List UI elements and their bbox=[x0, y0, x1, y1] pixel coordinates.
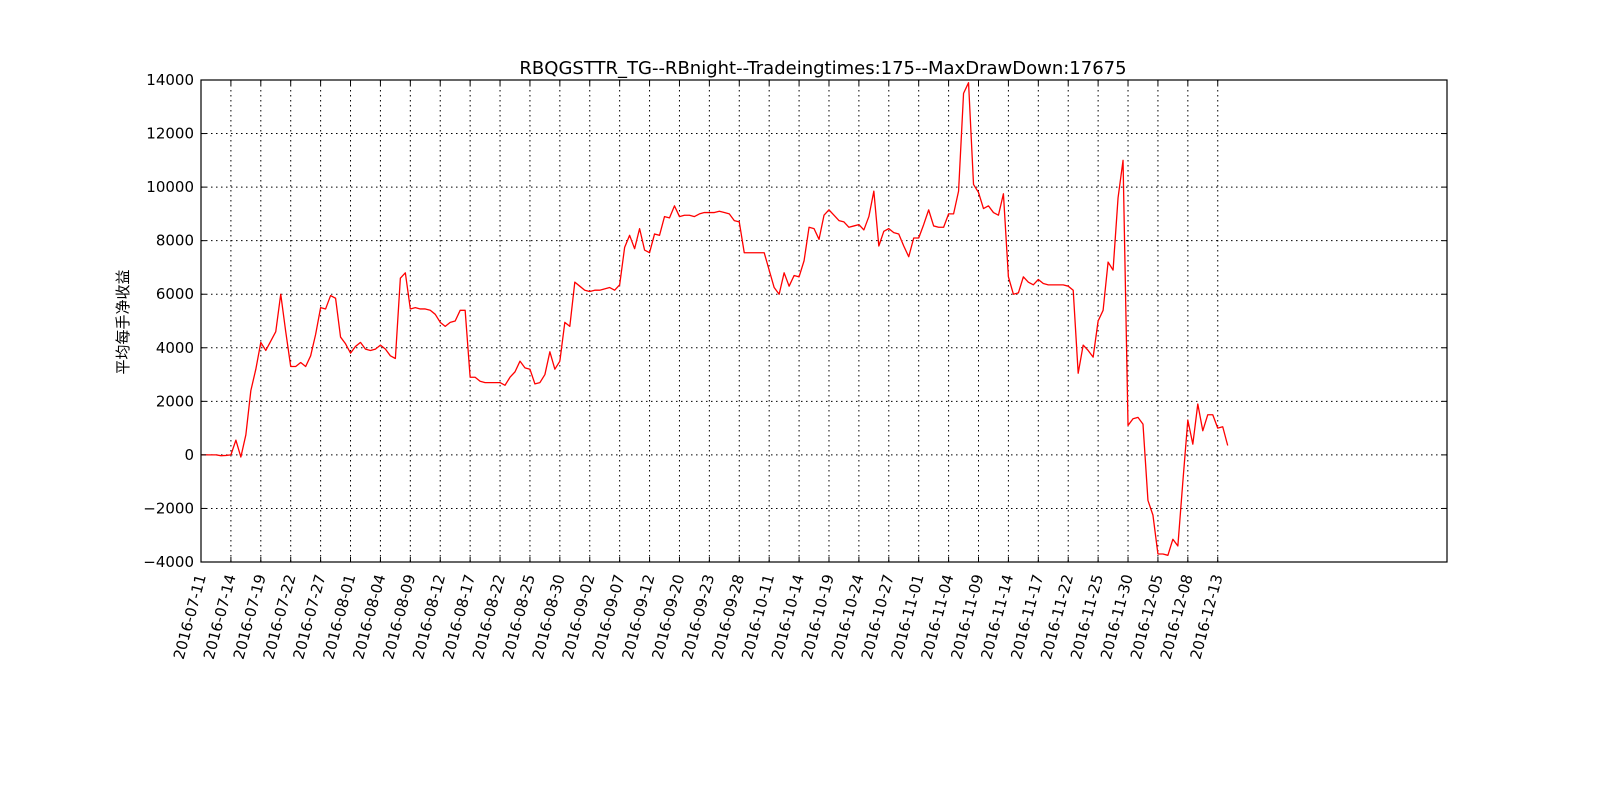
y-tick-label: 10000 bbox=[146, 178, 194, 196]
plot-frame bbox=[200, 79, 1448, 563]
y-tick-label: 14000 bbox=[146, 71, 194, 89]
series-line bbox=[201, 82, 1229, 556]
y-tick-label: 4000 bbox=[156, 339, 194, 357]
y-tick-label: −4000 bbox=[143, 553, 194, 571]
y-tick-labels: −4000 −2000 0 2000 4000 6000 8000 10000 12000 140… bbox=[143, 71, 194, 571]
y-axis-label: 平均每手净收益 bbox=[114, 269, 132, 374]
y-tick-label: 12000 bbox=[146, 125, 194, 143]
y-tick-label: 6000 bbox=[156, 285, 194, 303]
grid-lines bbox=[200, 79, 1447, 563]
y-tick-label: 2000 bbox=[156, 392, 194, 410]
chart-title: RBQGSTTR_TG--RBnight--Tradeingtimes:175-… bbox=[519, 58, 1126, 79]
y-tick-label: 8000 bbox=[156, 232, 194, 250]
y-tick-label: 0 bbox=[184, 446, 194, 464]
x-tick-labels: 2016-07-112016-07-142016-07-192016-07-22… bbox=[170, 572, 1227, 661]
series-layer bbox=[201, 82, 1229, 556]
y-tick-label: −2000 bbox=[143, 499, 194, 517]
axis-ticks bbox=[200, 79, 1447, 563]
